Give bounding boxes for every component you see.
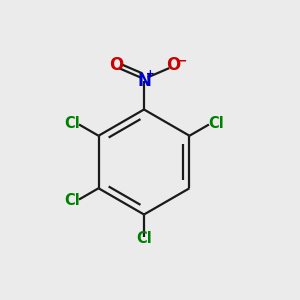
Text: Cl: Cl <box>64 116 80 131</box>
Text: +: + <box>146 69 155 80</box>
Text: Cl: Cl <box>208 116 224 131</box>
Text: −: − <box>176 55 187 68</box>
Text: Cl: Cl <box>64 193 80 208</box>
Text: N: N <box>137 72 151 90</box>
Text: O: O <box>109 56 124 74</box>
Text: Cl: Cl <box>136 231 152 246</box>
Text: O: O <box>166 56 180 74</box>
